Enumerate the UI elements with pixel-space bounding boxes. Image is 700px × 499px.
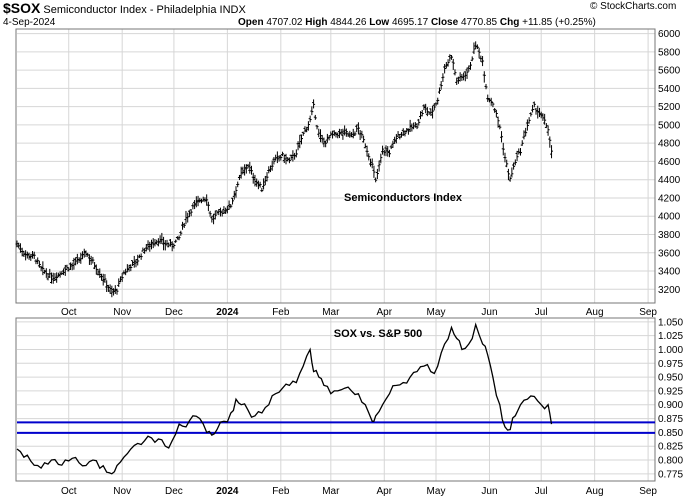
close-value: 4770.85 (460, 17, 498, 28)
low-value: 4695.17 (392, 17, 429, 28)
price-xtick-label: 2024 (216, 307, 239, 318)
close-label: Close (430, 17, 459, 28)
chg-value: +11.85 (+0.25%) (522, 17, 596, 28)
high-value: 4844.26 (330, 17, 367, 28)
open-label: Open (238, 17, 264, 28)
index-name: Semiconductor Index - Philadelphia (43, 4, 217, 16)
ratio-frame (15, 317, 656, 482)
price-xtick-label: Apr (376, 307, 392, 318)
ratio-xtick-label: Apr (376, 486, 392, 497)
price-ytick-label: 4200 (658, 193, 681, 204)
ratio-ytick-label: 0.850 (658, 428, 683, 439)
price-ytick-label: 5800 (658, 47, 681, 58)
chart-date: 4-Sep-2024 (3, 17, 56, 28)
price-ytick-label: 5000 (658, 120, 681, 131)
ratio-ytick-label: 0.925 (658, 386, 683, 397)
price-xtick-label: Nov (113, 307, 131, 318)
ratio-xtick-label: Nov (113, 486, 131, 497)
price-ytick-label: 5200 (658, 102, 681, 113)
price-frame (15, 28, 656, 304)
price-ytick-label: 4400 (658, 175, 681, 186)
ratio-xtick-label: 2024 (216, 486, 239, 497)
price-xtick-label: Oct (61, 307, 77, 318)
price-ytick-label: 5600 (658, 66, 681, 77)
price-xtick-label: Jun (481, 307, 497, 318)
ratio-xtick-label: Feb (272, 486, 290, 497)
ohlc-readout: Open 4707.02 High 4844.26 Low 4695.17 Cl… (238, 17, 596, 28)
ratio-ytick-label: 1.000 (658, 345, 683, 356)
price-ytick-label: 4600 (658, 157, 681, 168)
exchange: INDX (219, 4, 246, 16)
price-ytick-label: 3400 (658, 267, 681, 278)
price-xtick-label: Aug (586, 307, 604, 318)
price-ytick-label: 5400 (658, 84, 681, 95)
ratio-xtick-label: Sep (639, 486, 657, 497)
ratio-xtick-label: Aug (586, 486, 604, 497)
price-xtick-label: May (427, 307, 446, 318)
ratio-ytick-label: 0.950 (658, 373, 683, 384)
ratio-panel-title: SOX vs. S&P 500 (334, 328, 422, 340)
ratio-xtick-label: Dec (165, 486, 183, 497)
ratio-xtick-label: May (427, 486, 446, 497)
price-xtick-label: Mar (322, 307, 340, 318)
ratio-ytick-label: 1.025 (658, 331, 683, 342)
symbol: $SOX (3, 0, 41, 16)
price-panel-title: Semiconductors Index (344, 192, 463, 204)
copyright: © StockCharts.com (590, 1, 677, 12)
ratio-ytick-label: 0.975 (658, 359, 683, 370)
open-value: 4707.02 (266, 17, 303, 28)
price-xtick-label: Jul (535, 307, 548, 318)
ratio-ytick-label: 0.900 (658, 400, 683, 411)
ratio-ytick-label: 0.775 (658, 469, 683, 480)
ratio-ytick-label: 0.800 (658, 456, 683, 467)
chart-symbol-title: $SOX Semiconductor Index - Philadelphia … (3, 0, 246, 16)
ratio-ytick-label: 1.050 (658, 317, 683, 328)
ratio-ytick-label: 0.825 (658, 442, 683, 453)
ratio-xtick-label: Mar (322, 486, 340, 497)
price-ytick-label: 6000 (658, 29, 681, 40)
chg-label: Chg (499, 17, 520, 28)
price-ytick-label: 3800 (658, 230, 681, 241)
ratio-ytick-label: 0.875 (658, 414, 683, 425)
ratio-xtick-label: Oct (61, 486, 77, 497)
price-ytick-label: 3600 (658, 248, 681, 259)
ratio-series-line (16, 322, 553, 475)
price-xtick-label: Dec (165, 307, 183, 318)
price-ytick-label: 3200 (658, 285, 681, 296)
price-ytick-label: 4000 (658, 212, 681, 223)
high-label: High (305, 17, 328, 28)
price-xtick-label: Feb (272, 307, 290, 318)
price-ytick-label: 4800 (658, 139, 681, 150)
price-xtick-label: Sep (639, 307, 657, 318)
ratio-xtick-label: Jun (481, 486, 497, 497)
low-label: Low (369, 17, 390, 28)
ratio-xtick-label: Jul (535, 486, 548, 497)
